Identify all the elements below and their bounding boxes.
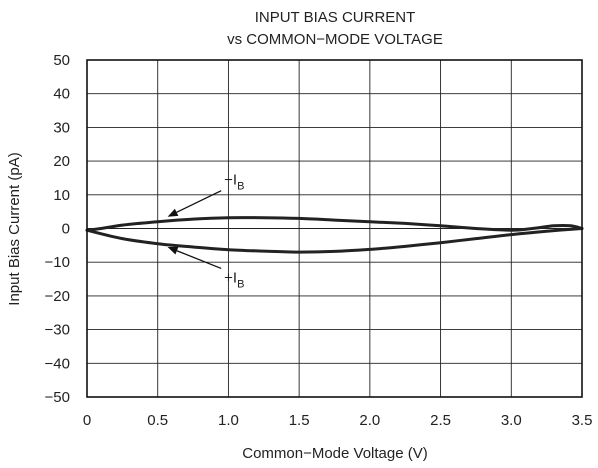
y-tick-label: 30 — [53, 119, 70, 136]
x-tick-label: 2.5 — [430, 412, 451, 429]
grid-lines — [86, 59, 583, 398]
annotation-arrowhead-0 — [167, 208, 179, 217]
series-line-1 — [85, 227, 584, 254]
x-tick-labels: 0 0.5 1.0 1.5 2.0 2.5 3.0 3.5 — [83, 412, 593, 429]
y-tick-label: −50 — [45, 389, 70, 406]
x-tick-label: 3.0 — [501, 412, 522, 429]
x-tick-label: 3.5 — [572, 412, 593, 429]
y-tick-label: 20 — [53, 153, 70, 170]
x-tick-label: 0.5 — [147, 412, 168, 429]
x-tick-label: 0 — [83, 412, 91, 429]
y-tick-label: −40 — [45, 355, 70, 372]
y-tick-label: −10 — [45, 254, 70, 271]
annotation-arrowhead-1 — [167, 247, 179, 255]
x-tick-label: 2.0 — [359, 412, 380, 429]
x-tick-label: 1.0 — [218, 412, 239, 429]
y-tick-label: −20 — [45, 288, 70, 305]
annotation-label-1: +IB — [224, 269, 244, 290]
y-tick-labels: 50 40 30 20 10 0 −10 −20 −30 −40 −50 — [45, 52, 70, 406]
annotation-arrow-1 — [176, 250, 222, 270]
series-layer — [85, 216, 584, 254]
chart-title-line-1: INPUT BIAS CURRENT — [255, 9, 416, 26]
x-axis-label: Common−Mode Voltage (V) — [242, 445, 428, 462]
y-tick-label: 0 — [62, 221, 70, 238]
y-tick-label: −30 — [45, 322, 70, 339]
chart-title-line-2: vs COMMON−MODE VOLTAGE — [227, 31, 443, 48]
series-line-0 — [85, 216, 584, 232]
y-tick-label: 40 — [53, 86, 70, 103]
y-tick-label: 50 — [53, 52, 70, 69]
annotation-label-0: −IB — [224, 172, 244, 193]
annotation-arrow-0 — [176, 190, 222, 213]
x-tick-label: 1.5 — [289, 412, 310, 429]
plot-frame — [86, 59, 583, 398]
annotations: −IB +IB — [167, 172, 244, 290]
y-axis-label: Input Bias Current (pA) — [6, 152, 23, 305]
y-tick-label: 10 — [53, 187, 70, 204]
